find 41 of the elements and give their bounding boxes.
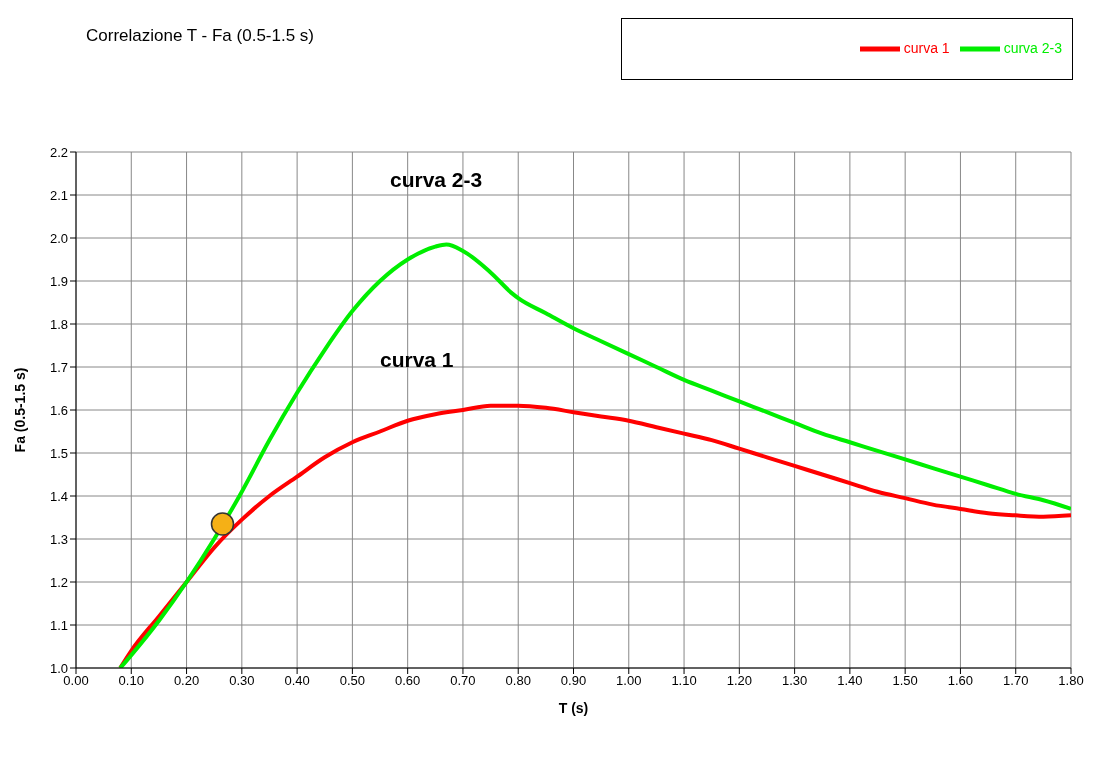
- annotation: curva 1: [380, 348, 454, 372]
- chart-title: Correlazione T - Fa (0.5-1.5 s): [86, 26, 315, 46]
- y-tick-label: 1.8: [49, 316, 68, 332]
- x-tick-label: 0.00: [63, 673, 89, 689]
- y-tick-label: 1.5: [49, 445, 68, 461]
- y-axis-title: Fa (0.5-1.5 s): [11, 367, 28, 453]
- y-tick-label: 1.4: [49, 488, 68, 504]
- y-tick-label: 1.2: [49, 574, 68, 590]
- x-tick-label: 0.40: [284, 673, 310, 689]
- y-tick-label: 1.0: [49, 660, 68, 676]
- y-tick-label: 2.2: [49, 144, 68, 160]
- x-tick-label: 0.50: [339, 673, 366, 689]
- y-tick-label: 1.3: [49, 531, 68, 547]
- y-tick-label: 1.9: [49, 273, 68, 289]
- y-tick-label: 1.1: [49, 617, 68, 633]
- x-tick-label: 0.70: [450, 673, 476, 689]
- x-tick-label: 1.70: [1003, 673, 1029, 689]
- x-tick-label: 0.80: [505, 673, 531, 689]
- legend-label: curva 2-3: [1003, 39, 1062, 56]
- x-tick-label: 1.00: [616, 673, 642, 689]
- annotation: curva 2-3: [390, 168, 483, 192]
- line-series: [118, 242, 1071, 668]
- y-tick-label: 1.7: [49, 359, 68, 375]
- x-tick-label: 1.60: [947, 673, 974, 689]
- x-tick-label: 1.20: [726, 673, 752, 689]
- x-axis-title: T (s): [558, 700, 589, 716]
- x-tick-label: 0.30: [229, 673, 255, 689]
- x-tick-label: 1.50: [892, 673, 918, 689]
- y-tick-label: 2.1: [49, 187, 68, 203]
- x-tick-label: 0.90: [560, 673, 587, 689]
- x-tick-label: 1.30: [781, 673, 808, 689]
- y-tick-label: 1.6: [49, 402, 68, 418]
- line-series: [118, 403, 1071, 668]
- x-tick-label: 0.10: [118, 673, 144, 689]
- x-tick-label: 1.10: [671, 673, 697, 689]
- x-tick-label: 0.60: [395, 673, 421, 689]
- y-tick-label: 2.0: [49, 230, 68, 246]
- x-tick-label: 0.20: [173, 673, 200, 689]
- legend-label: curva 1: [903, 39, 950, 56]
- x-tick-label: 1.80: [1058, 673, 1084, 689]
- x-tick-label: 1.40: [837, 673, 863, 689]
